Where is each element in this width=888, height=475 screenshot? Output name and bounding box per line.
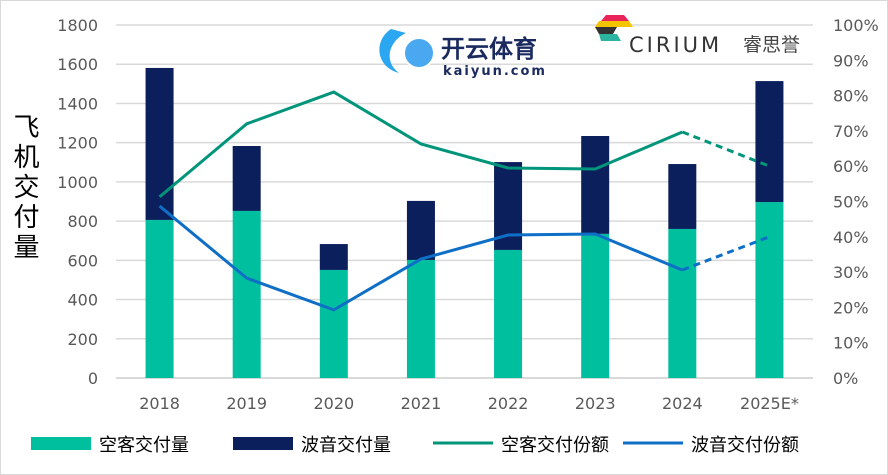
y2-tick-label: 70%: [833, 122, 869, 141]
y2-tick-label: 80%: [833, 87, 869, 106]
x-tick-label: 2024: [662, 394, 703, 413]
y-tick-label: 1800: [57, 16, 98, 35]
y2-tick-label: 10%: [833, 334, 869, 353]
line-airbus-share: [158, 90, 683, 199]
bar-airbus: [232, 210, 261, 378]
logo-brand-cn: 睿思誉: [743, 34, 800, 56]
x-tick-label: 2020: [313, 394, 354, 413]
legend-label: 波音交付份额: [691, 435, 799, 456]
y2-tick-label: 30%: [833, 263, 869, 282]
y-tick-label: 1200: [57, 134, 98, 153]
line-boeing-share: [158, 204, 683, 312]
bar-boeing: [319, 244, 348, 270]
legend-swatch: [233, 437, 293, 450]
watermark-domain: kaiyun.com: [443, 64, 547, 79]
bar-airbus: [406, 259, 435, 378]
legend-label: 空客交付量: [99, 435, 189, 456]
bar-airbus: [145, 219, 174, 378]
logo-brand-text: CIRIUM: [629, 33, 722, 57]
cirium-logo: CIRIUM 睿思誉: [595, 15, 800, 57]
y2-tick-label: 50%: [833, 193, 869, 212]
bar-boeing: [668, 164, 697, 229]
y-tick-label: 200: [67, 330, 98, 349]
x-tick-label: 2022: [488, 394, 529, 413]
x-tick-label: 2018: [139, 394, 180, 413]
bar-boeing: [145, 67, 174, 220]
y-tick-label: 800: [67, 212, 98, 231]
bar-airbus: [668, 228, 697, 378]
y-tick-label: 1000: [57, 173, 98, 192]
y-tick-label: 400: [67, 291, 98, 310]
y2-tick-label: 100%: [833, 16, 879, 35]
bar-airbus: [755, 202, 784, 378]
y2-tick-label: 0%: [833, 369, 858, 388]
y-tick-label: 1400: [57, 94, 98, 113]
line-airbus-share-forecast: [681, 130, 770, 168]
watermark-text: 开云体育: [441, 35, 537, 63]
legend-swatch: [31, 437, 91, 450]
y-tick-label: 600: [67, 251, 98, 270]
y-tick-label: 1600: [57, 55, 98, 74]
legend: 空客交付量 波音交付量 空客交付份额 波音交付份额: [31, 435, 799, 456]
y2-tick-label: 20%: [833, 298, 869, 317]
y2-tick-label: 90%: [833, 51, 869, 70]
watermark: 开云体育 kaiyun.com: [379, 29, 547, 79]
y2-tick-label: 40%: [833, 228, 869, 247]
x-tick-label: 2019: [226, 394, 267, 413]
legend-label: 空客交付份额: [501, 435, 609, 456]
x-tick-label: 2025E*: [740, 394, 799, 413]
x-tick-label: 2023: [575, 394, 616, 413]
bar-airbus: [494, 249, 523, 378]
y-axis-title: 飞机交付量: [9, 113, 39, 263]
legend-label: 波音交付量: [301, 435, 391, 456]
line-boeing-share-forecast: [681, 235, 770, 272]
bar-boeing: [581, 135, 610, 234]
bar-boeing: [755, 81, 784, 203]
bar-airbus: [581, 233, 610, 378]
x-tick-label: 2021: [401, 394, 442, 413]
bar-airbus: [319, 269, 348, 378]
y2-tick-label: 60%: [833, 157, 869, 176]
y-tick-label: 0: [88, 369, 98, 388]
bar-boeing: [232, 146, 261, 211]
bar-boeing: [406, 200, 435, 260]
